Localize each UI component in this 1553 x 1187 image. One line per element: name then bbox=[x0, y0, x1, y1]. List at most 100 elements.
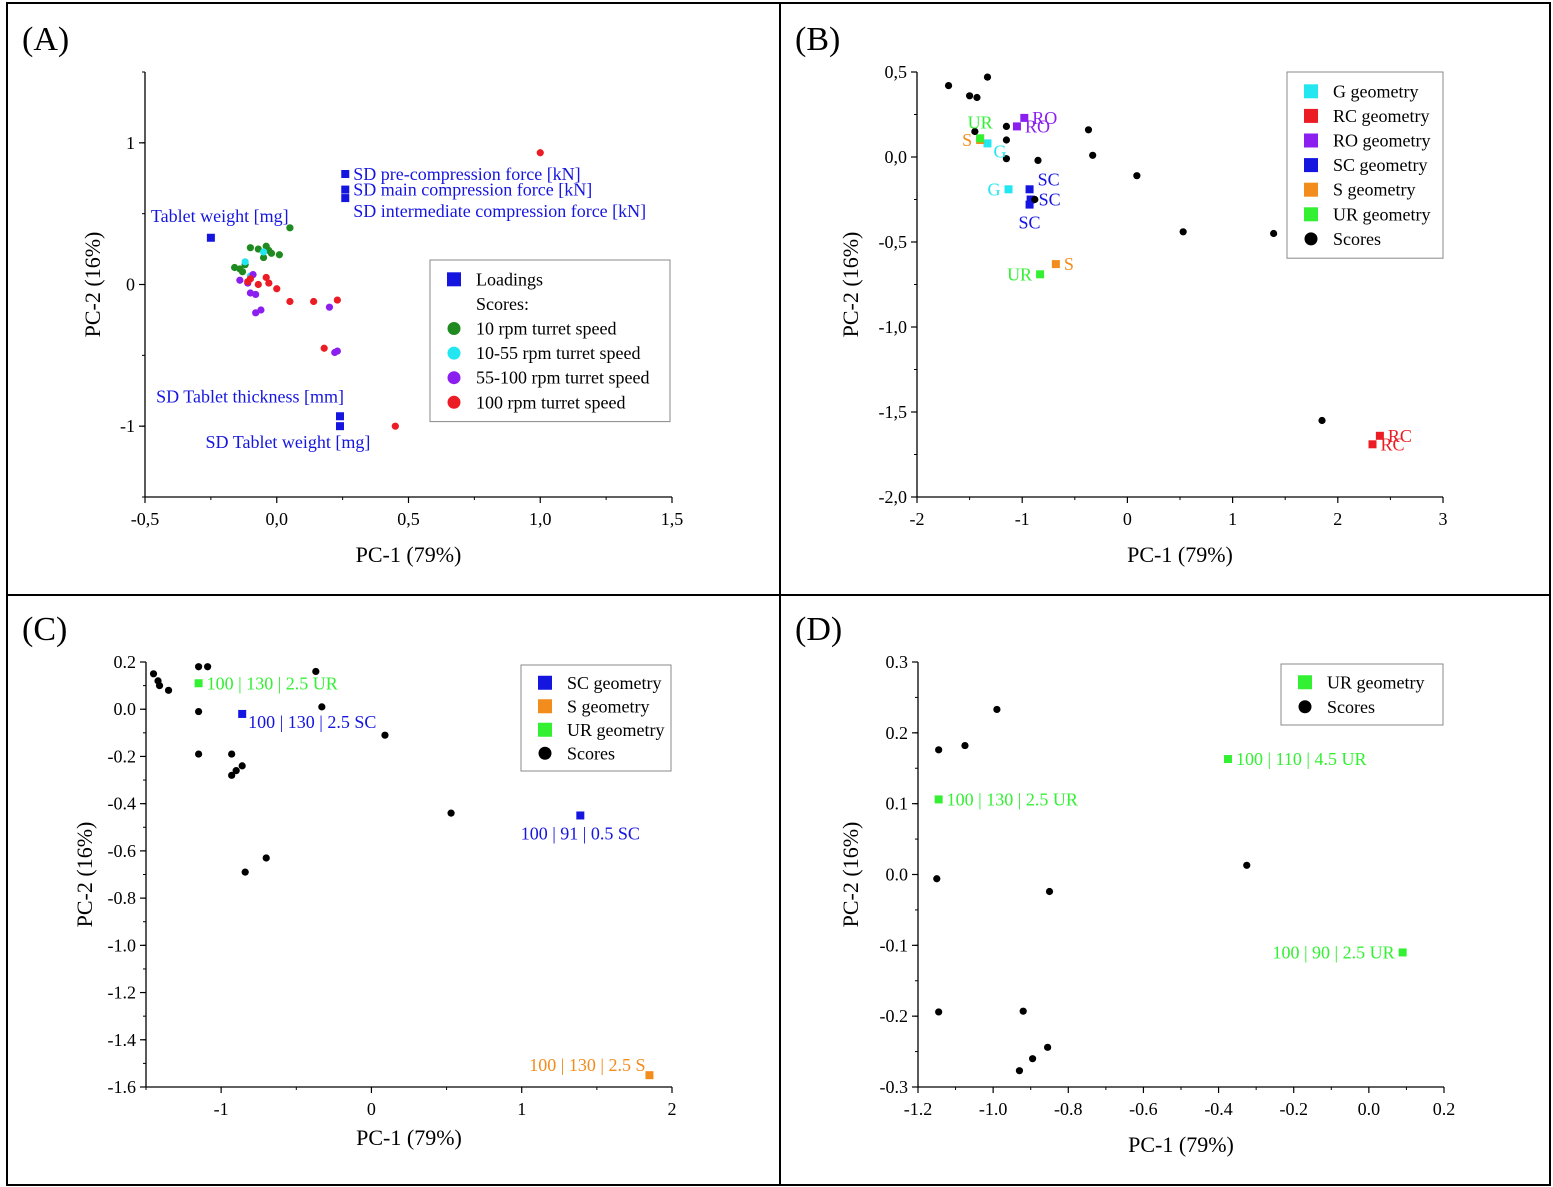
loading-marker bbox=[1026, 195, 1035, 204]
y-tick-label: 0.1 bbox=[886, 794, 909, 814]
score-point bbox=[236, 276, 244, 284]
score-point bbox=[1015, 1067, 1024, 1075]
score-point bbox=[238, 762, 246, 770]
legend-box bbox=[1280, 663, 1444, 726]
y-axis-label: PC-2 (16%) bbox=[838, 822, 863, 928]
score-point bbox=[254, 280, 262, 289]
point-annotation: RO bbox=[1032, 108, 1057, 128]
x-tick-label: -1 bbox=[214, 1099, 229, 1119]
point-annotation: SD intermediate compression force [kN] bbox=[353, 201, 646, 221]
x-tick-label: 1 bbox=[517, 1099, 526, 1119]
score-point bbox=[257, 306, 265, 314]
score-point bbox=[252, 309, 260, 317]
x-tick-label: -0.4 bbox=[1204, 1099, 1233, 1119]
score-point bbox=[228, 750, 236, 758]
y-tick-label: -0.3 bbox=[880, 1077, 909, 1097]
x-tick-label: 0.2 bbox=[1433, 1099, 1456, 1119]
x-axis-label: PC-1 (79%) bbox=[1128, 1132, 1234, 1157]
legend-label: Scores: bbox=[476, 294, 529, 314]
x-tick-label: 0 bbox=[367, 1099, 376, 1119]
score-point bbox=[195, 663, 203, 671]
score-point bbox=[1002, 155, 1011, 163]
y-tick-label: -0.6 bbox=[108, 841, 137, 861]
x-tick-label: 0,0 bbox=[266, 509, 289, 529]
loading-marker bbox=[341, 170, 350, 178]
legend-marker bbox=[1298, 675, 1312, 690]
legend-label: UR geometry bbox=[1333, 204, 1430, 224]
score-point bbox=[238, 268, 247, 276]
point-annotation: G bbox=[993, 141, 1006, 161]
chart-a: -0,5 0,0 0,5 1,0 1,5 -1 0 1 PC-1 (79%) PC-2 (16%)… bbox=[80, 71, 684, 567]
score-point bbox=[232, 767, 240, 775]
legend-marker bbox=[447, 272, 461, 287]
legend-label: Loadings bbox=[476, 269, 543, 289]
y-axis-label: PC-2 (16%) bbox=[72, 822, 97, 928]
score-point bbox=[195, 707, 203, 716]
score-point bbox=[983, 73, 992, 81]
x-axis-label: PC-1 (79%) bbox=[1127, 542, 1233, 567]
score-point bbox=[286, 224, 294, 232]
legend-marker bbox=[1304, 182, 1318, 197]
x-tick-label: -0.2 bbox=[1279, 1099, 1308, 1119]
legend-label: 100 rpm turret speed bbox=[476, 392, 625, 412]
score-point bbox=[933, 875, 941, 883]
point-annotation: 100 | 91 | 0.5 SC bbox=[521, 823, 640, 843]
loading-marker bbox=[341, 194, 350, 203]
legend-label: S geometry bbox=[1333, 180, 1416, 200]
chart-b: -2 -1 0 1 2 3 0,5 0,0 -0,5 -1,0 -1,5 -2,0 PC-1 (79%)… bbox=[838, 62, 1448, 567]
score-point bbox=[536, 149, 544, 157]
x-tick-label: 1,5 bbox=[661, 509, 684, 529]
score-point bbox=[333, 296, 341, 304]
panel-label-d: (D) bbox=[795, 611, 842, 648]
score-point bbox=[246, 275, 254, 283]
score-point bbox=[973, 93, 981, 102]
score-point bbox=[267, 249, 276, 257]
score-point bbox=[971, 127, 979, 136]
legend-marker bbox=[447, 371, 461, 385]
score-point bbox=[1044, 1043, 1052, 1051]
y-tick-label: -1,5 bbox=[879, 402, 908, 422]
y-tick-label: 0.2 bbox=[114, 652, 137, 672]
x-tick-label: -1 bbox=[1015, 509, 1030, 529]
score-point bbox=[1084, 126, 1093, 134]
legend-marker bbox=[1298, 700, 1312, 714]
loading-marker bbox=[1020, 113, 1029, 122]
point-annotation: 100 | 130 | 2.5 SC bbox=[248, 712, 376, 732]
score-point bbox=[1089, 151, 1097, 159]
x-tick-label: -2 bbox=[910, 509, 925, 529]
score-point bbox=[164, 686, 173, 694]
score-point bbox=[961, 741, 969, 750]
loading-marker bbox=[194, 679, 203, 688]
y-tick-label: 1 bbox=[126, 133, 135, 153]
score-point bbox=[259, 248, 268, 256]
legend-marker bbox=[538, 675, 552, 690]
point-annotation: SD Tablet thickness [mm] bbox=[156, 386, 344, 406]
legend-label: SC geometry bbox=[567, 673, 662, 693]
x-tick-label: 0,5 bbox=[397, 509, 420, 529]
x-tick-label: 3 bbox=[1439, 509, 1448, 529]
loading-marker bbox=[576, 811, 585, 820]
y-tick-label: 0.2 bbox=[886, 723, 909, 743]
score-point bbox=[318, 703, 326, 711]
score-point bbox=[333, 347, 341, 355]
loading-marker bbox=[1004, 185, 1013, 194]
point-annotation: Tablet weight [mg] bbox=[151, 206, 289, 226]
loading-marker bbox=[1025, 185, 1034, 194]
point-annotation: S bbox=[962, 130, 972, 150]
y-tick-label: 0,0 bbox=[885, 147, 908, 167]
loading-marker bbox=[1051, 260, 1060, 269]
point-annotation: S bbox=[1064, 254, 1074, 274]
loading-marker bbox=[335, 412, 344, 421]
legend-label: Scores bbox=[1333, 229, 1381, 249]
legend-marker bbox=[1304, 133, 1318, 148]
panel-label-c: (C) bbox=[22, 611, 67, 648]
x-tick-label: -0.8 bbox=[1054, 1099, 1083, 1119]
y-tick-label: -1 bbox=[120, 416, 135, 436]
legend-marker bbox=[1304, 108, 1318, 123]
legend-box bbox=[429, 259, 671, 423]
loading-marker bbox=[983, 139, 992, 148]
y-tick-label: -2,0 bbox=[879, 487, 908, 507]
point-annotation: UR bbox=[968, 112, 993, 132]
score-point bbox=[286, 297, 294, 306]
y-axis-label: PC-2 (16%) bbox=[838, 232, 863, 338]
